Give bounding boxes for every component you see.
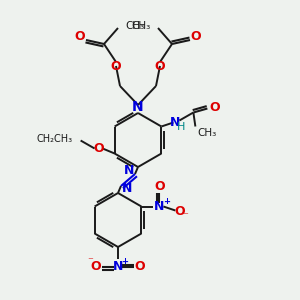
Text: N: N (132, 100, 144, 114)
Text: +: + (122, 256, 128, 266)
Text: ⁻: ⁻ (182, 212, 188, 221)
Text: O: O (154, 180, 165, 193)
Text: O: O (93, 142, 104, 155)
Text: H: H (177, 122, 186, 133)
Text: O: O (191, 31, 201, 44)
Text: N: N (154, 200, 165, 213)
Text: CH₃: CH₃ (125, 21, 144, 31)
Text: O: O (209, 101, 220, 114)
Text: O: O (111, 59, 121, 73)
Text: O: O (91, 260, 101, 274)
Text: CH₃: CH₃ (132, 21, 151, 31)
Text: CH₂CH₃: CH₂CH₃ (37, 134, 73, 143)
Text: N: N (122, 182, 132, 196)
Text: O: O (174, 205, 185, 218)
Text: ⁻: ⁻ (87, 256, 93, 266)
Text: O: O (75, 31, 85, 44)
Text: CH₃: CH₃ (197, 128, 217, 137)
Text: N: N (124, 164, 134, 178)
Text: N: N (113, 260, 123, 274)
Text: O: O (155, 59, 165, 73)
Text: +: + (163, 197, 170, 206)
Text: O: O (135, 260, 145, 274)
Text: N: N (170, 116, 181, 129)
